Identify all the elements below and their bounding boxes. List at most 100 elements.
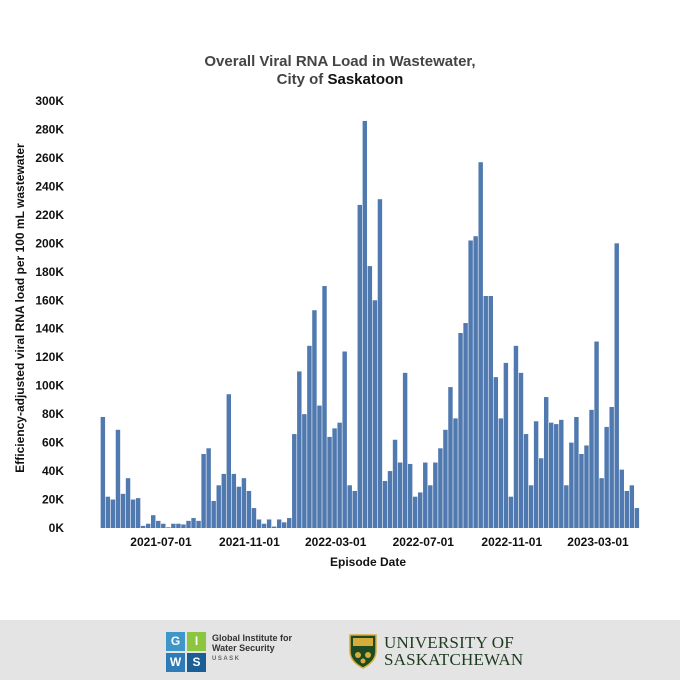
bar [528,485,534,528]
chart-title-line2: City of Saskatoon [277,71,404,88]
bar [503,362,509,528]
bar [574,416,579,528]
bar [246,490,252,528]
bar [120,493,126,528]
bar [609,407,614,528]
giws-logo: G I W S [166,632,206,672]
bar [327,436,332,528]
bar [186,520,191,528]
bar [478,162,483,528]
x-tick-label: 2022-07-01 [393,535,455,549]
bar [579,453,584,528]
bar [549,422,554,528]
bar [221,473,226,528]
y-tick-label: 200K [35,236,64,250]
giws-sub: USASK [212,656,241,662]
giws-line2: Water Security [212,643,275,653]
y-tick-label: 100K [35,379,64,393]
bar [564,485,569,528]
bars [100,120,640,529]
bar [115,429,121,528]
giws-name: Global Institute for Water Security USAS… [212,633,292,662]
chart-title-city: Saskatoon [327,71,403,88]
chart-title-prefix: City of [277,71,328,88]
bar [382,481,388,528]
bar [226,394,232,528]
y-tick-label: 60K [42,436,64,450]
usask-wordmark: UNIVERSITY OF SASKATCHEWAN [384,634,523,668]
bar [508,496,514,528]
bar [130,499,136,528]
bar [397,462,403,528]
y-tick-label: 40K [42,464,64,478]
chart-title-line1: Overall Viral RNA Load in Wastewater, [204,53,475,70]
bar [423,462,428,528]
bar [211,500,216,528]
x-tick-label: 2023-03-01 [567,535,629,549]
bar [402,372,408,528]
bar [433,462,438,528]
bar [216,485,221,528]
bar [488,296,493,528]
bar [483,296,488,528]
x-axis-label: Episode Date [330,555,406,569]
bar [624,490,630,528]
bar [110,499,116,528]
bar [181,524,186,528]
bar [559,419,564,528]
chart: Overall Viral RNA Load in Wastewater, Ci… [13,53,640,569]
bar [231,473,237,528]
bar [161,523,166,528]
y-tick-label: 80K [42,407,64,421]
bar [145,523,151,528]
bar [604,426,609,528]
y-tick-label: 240K [35,179,64,193]
bar [569,442,574,528]
bar [261,523,267,528]
bar [297,371,302,528]
bar [443,429,448,528]
bar [493,377,499,528]
bar [302,414,307,528]
bar [619,469,624,528]
y-axis-ticks: 0K 20K 40K 60K 80K 100K 120K 140K 160K 180K 200K 22… [35,94,64,535]
y-tick-label: 160K [35,293,64,307]
bar [367,266,373,528]
y-tick-label: 180K [35,265,64,279]
giws-line1: Global Institute for [212,633,292,643]
giws-letter-w: W [166,653,185,672]
bar [176,523,181,528]
bar [317,405,322,528]
bar [362,120,368,529]
bar [151,515,156,528]
bar [271,526,277,528]
bar [347,485,352,528]
bar [236,486,242,528]
bar [448,387,453,528]
y-tick-label: 280K [35,123,64,137]
bar [166,527,171,528]
bar [135,498,141,528]
bar [281,522,287,528]
bar [594,341,599,528]
bar [292,434,297,528]
y-tick-label: 20K [42,493,64,507]
y-axis-label: Efficiency-adjusted viral RNA load per 1… [13,143,27,473]
bar [140,525,146,528]
bar [357,204,362,528]
bar [468,240,473,529]
x-tick-label: 2021-07-01 [130,535,192,549]
bar [513,345,519,528]
bar [342,351,347,528]
bar [634,508,640,528]
bar [196,520,201,528]
x-tick-label: 2022-03-01 [305,535,367,549]
bar [523,434,529,528]
bar [584,445,589,528]
bar [428,485,433,528]
bar [256,519,262,528]
y-tick-label: 260K [35,151,64,165]
y-tick-label: 0K [49,521,65,535]
usask-line1: UNIVERSITY OF [384,633,514,652]
bar [171,523,176,528]
